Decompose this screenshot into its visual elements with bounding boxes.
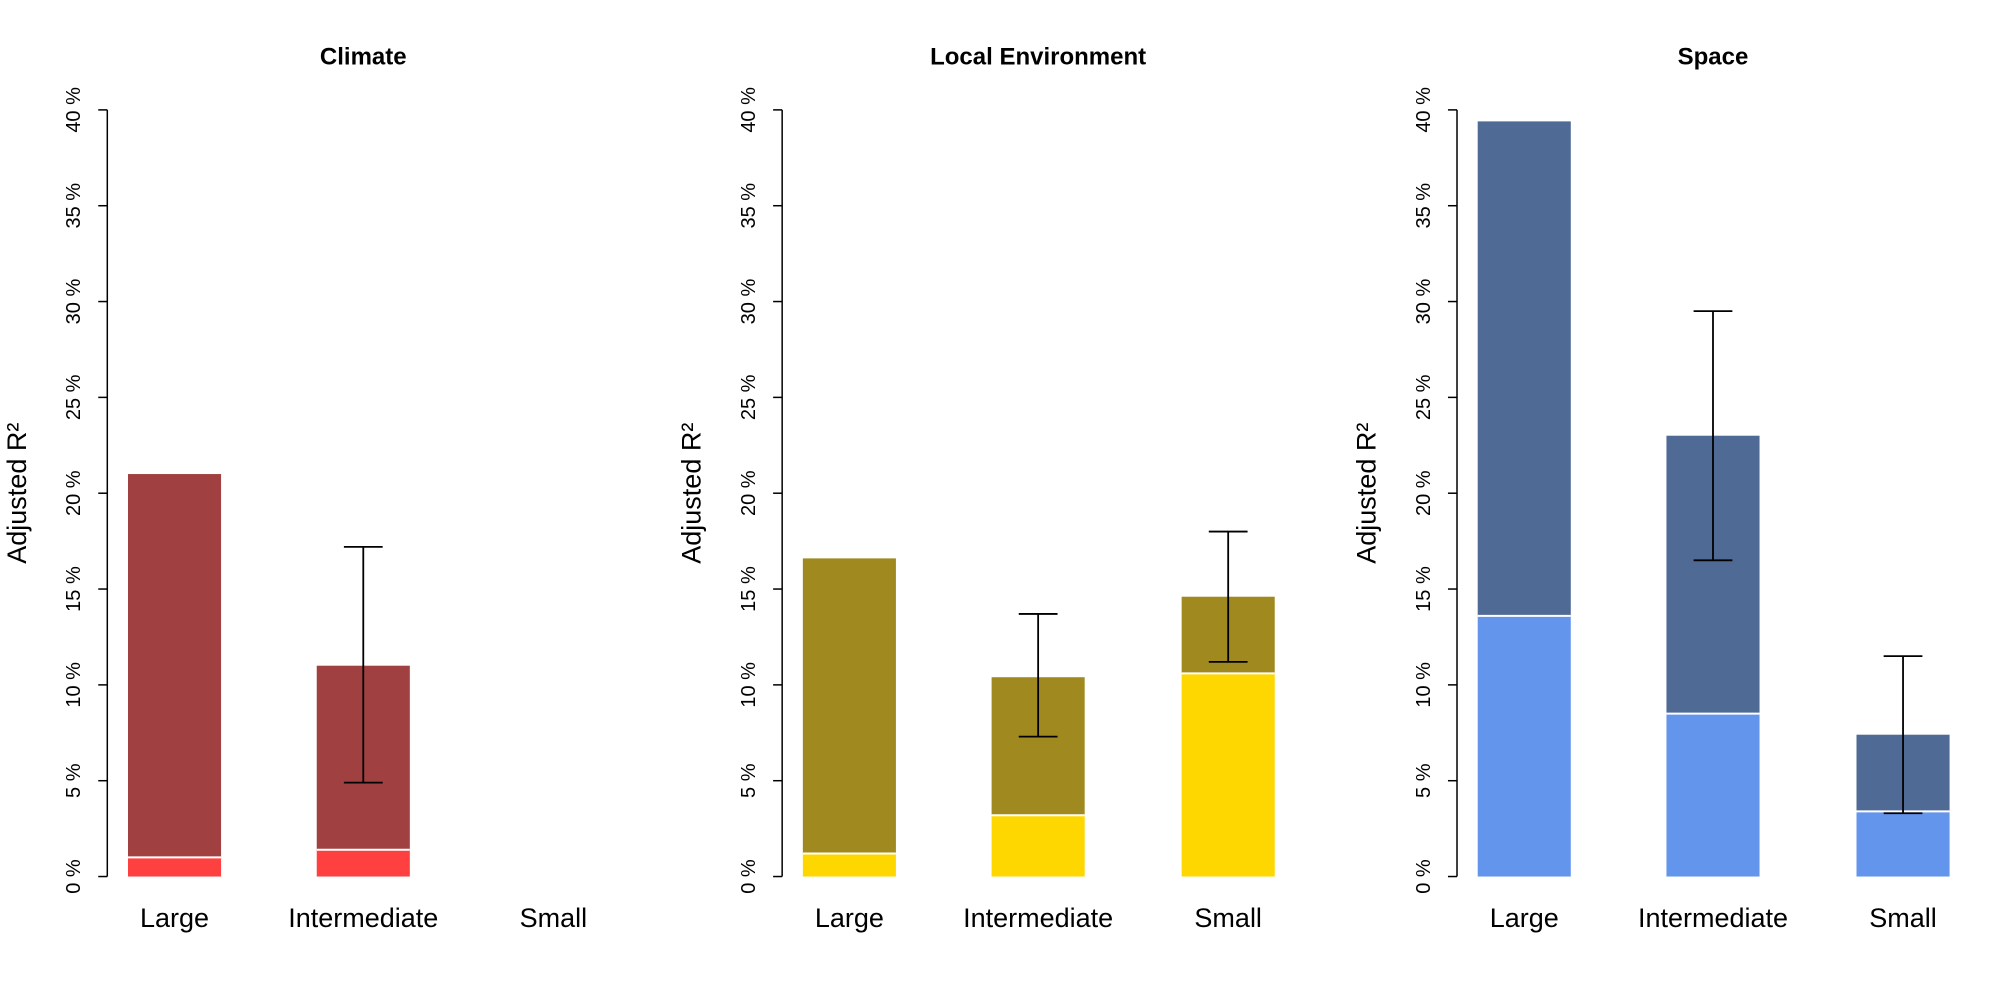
bar-segment	[802, 853, 896, 877]
chart-title: Climate	[320, 44, 407, 71]
y-tick-label: 30 %	[63, 279, 85, 325]
x-category-label: Large	[1490, 903, 1559, 933]
y-tick-label: 5 %	[738, 763, 760, 798]
chart-panel: Local Environment Adjusted R² 0 % 5 % 10 % 15…	[677, 44, 1275, 933]
y-tick-label: 15 %	[63, 566, 85, 612]
x-category-label: Intermediate	[963, 903, 1113, 933]
bar-segment	[1181, 673, 1275, 877]
bar-segment	[991, 815, 1085, 877]
y-tick-label: 35 %	[63, 183, 85, 229]
y-tick-label: 25 %	[738, 374, 760, 420]
chart-title: Space	[1678, 44, 1749, 71]
bar-segment	[1477, 121, 1571, 616]
x-category-label: Small	[1869, 903, 1937, 933]
y-tick-label: 0 %	[738, 859, 760, 894]
y-tick-label: 30 %	[738, 279, 760, 325]
y-axis-title: Adjusted R²	[677, 423, 707, 564]
y-tick-label: 30 %	[1413, 279, 1435, 325]
y-tick-label: 25 %	[63, 374, 85, 420]
bar-segment	[127, 474, 222, 858]
x-category-label: Large	[140, 903, 209, 933]
y-tick-label: 20 %	[738, 470, 760, 516]
chart-panel: Climate Adjusted R² 0 % 5 % 10 % 15 % 20 % 25 %…	[2, 44, 587, 933]
x-category-label: Large	[815, 903, 884, 933]
y-tick-label: 5 %	[1413, 763, 1435, 798]
y-tick-label: 10 %	[1413, 662, 1435, 708]
chart-panel: Space Adjusted R² 0 % 5 % 10 % 15 % 20 % 25 % 30…	[1352, 44, 1950, 933]
y-tick-label: 40 %	[63, 87, 85, 133]
y-tick-label: 0 %	[63, 859, 85, 894]
y-tick-label: 10 %	[63, 662, 85, 708]
y-tick-label: 20 %	[1413, 470, 1435, 516]
y-tick-label: 5 %	[63, 763, 85, 798]
x-category-label: Intermediate	[1638, 903, 1788, 933]
y-tick-label: 25 %	[1413, 374, 1435, 420]
y-tick-label: 40 %	[1413, 87, 1435, 133]
bar-segment	[802, 558, 896, 854]
chart-title: Local Environment	[930, 44, 1146, 71]
bar-segment	[1666, 713, 1760, 877]
y-tick-label: 35 %	[738, 183, 760, 229]
y-axis-title: Adjusted R²	[1352, 423, 1382, 564]
y-axis-title: Adjusted R²	[2, 423, 32, 564]
y-tick-label: 0 %	[1413, 859, 1435, 894]
x-category-label: Small	[1194, 903, 1262, 933]
y-tick-label: 10 %	[738, 662, 760, 708]
y-tick-label: 20 %	[63, 470, 85, 516]
bar-segment	[1477, 615, 1571, 877]
bar-segment	[1856, 811, 1950, 877]
y-tick-label: 40 %	[738, 87, 760, 133]
x-category-label: Small	[520, 903, 588, 933]
y-tick-label: 15 %	[738, 566, 760, 612]
y-tick-label: 15 %	[1413, 566, 1435, 612]
bar-segment	[127, 857, 222, 877]
bar-segment	[316, 849, 410, 877]
y-tick-label: 35 %	[1413, 183, 1435, 229]
x-category-label: Intermediate	[288, 903, 438, 933]
